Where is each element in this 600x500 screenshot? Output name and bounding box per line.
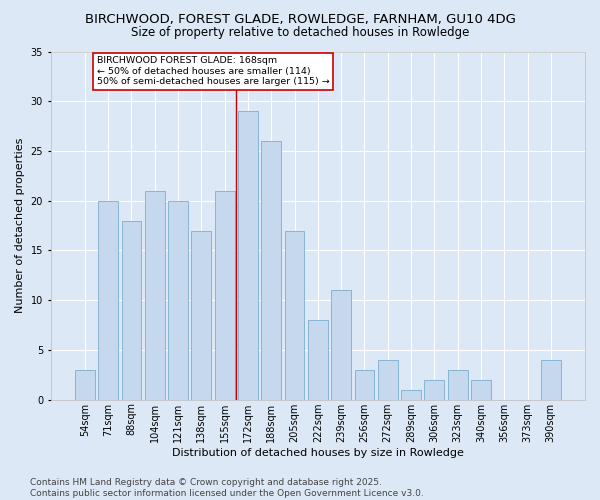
Bar <box>424 380 444 400</box>
Bar <box>471 380 491 400</box>
Bar <box>215 191 235 400</box>
Bar <box>448 370 467 400</box>
Bar <box>308 320 328 400</box>
Bar <box>145 191 164 400</box>
Bar <box>401 390 421 400</box>
Bar <box>98 200 118 400</box>
Y-axis label: Number of detached properties: Number of detached properties <box>15 138 25 314</box>
Bar <box>75 370 95 400</box>
Bar <box>262 141 281 400</box>
Text: BIRCHWOOD FOREST GLADE: 168sqm
← 50% of detached houses are smaller (114)
50% of: BIRCHWOOD FOREST GLADE: 168sqm ← 50% of … <box>97 56 329 86</box>
Bar <box>284 230 304 400</box>
Bar <box>378 360 398 400</box>
Bar <box>238 111 258 400</box>
Bar <box>122 220 142 400</box>
Bar <box>331 290 351 400</box>
Bar <box>168 200 188 400</box>
Text: BIRCHWOOD, FOREST GLADE, ROWLEDGE, FARNHAM, GU10 4DG: BIRCHWOOD, FOREST GLADE, ROWLEDGE, FARNH… <box>85 12 515 26</box>
Bar <box>541 360 561 400</box>
X-axis label: Distribution of detached houses by size in Rowledge: Distribution of detached houses by size … <box>172 448 464 458</box>
Text: Size of property relative to detached houses in Rowledge: Size of property relative to detached ho… <box>131 26 469 39</box>
Text: Contains HM Land Registry data © Crown copyright and database right 2025.
Contai: Contains HM Land Registry data © Crown c… <box>30 478 424 498</box>
Bar <box>191 230 211 400</box>
Bar <box>355 370 374 400</box>
